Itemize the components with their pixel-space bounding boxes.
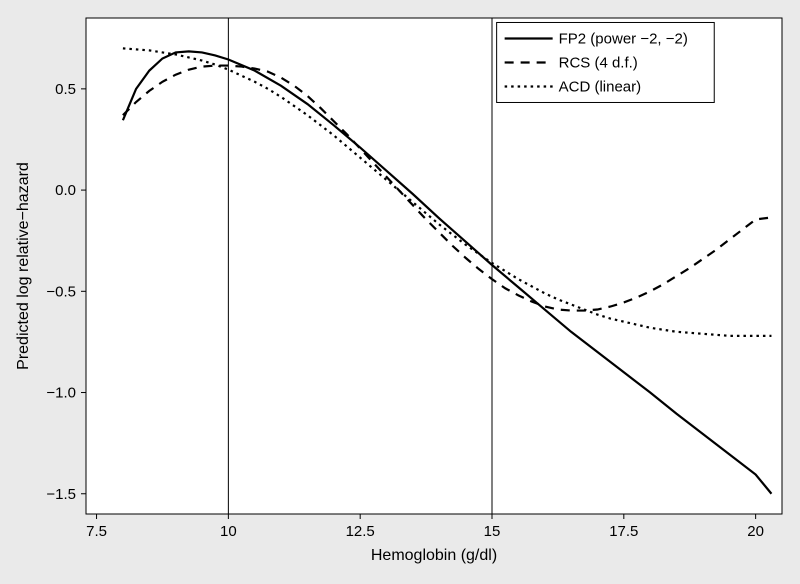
x-tick-label: 15 (484, 523, 501, 540)
x-tick-label: 12.5 (346, 523, 375, 540)
x-axis-label: Hemoglobin (g/dl) (371, 547, 497, 564)
x-tick-label: 17.5 (609, 523, 638, 540)
chart-svg: −1.5 −1.0 −0.5 0.0 0.5 7.5 10 12.5 15 17.5 20 Hemog… (0, 0, 800, 584)
y-tick-label: 0.5 (55, 81, 76, 98)
y-tick-label: −0.5 (46, 283, 76, 300)
y-tick-label: −1.0 (46, 385, 76, 402)
y-tick-label: −1.5 (46, 486, 76, 503)
x-tick-label: 10 (220, 523, 237, 540)
legend-label: RCS (4 d.f.) (559, 54, 638, 71)
y-axis-label: Predicted log relative−hazard (15, 162, 32, 370)
legend-label: FP2 (power −2, −2) (559, 30, 688, 47)
x-tick-label: 20 (747, 523, 764, 540)
legend-label: ACD (linear) (559, 78, 642, 95)
chart-container: −1.5 −1.0 −0.5 0.0 0.5 7.5 10 12.5 15 17.5 20 Hemog… (0, 0, 800, 584)
x-tick-label: 7.5 (86, 523, 107, 540)
y-tick-label: 0.0 (55, 182, 76, 199)
